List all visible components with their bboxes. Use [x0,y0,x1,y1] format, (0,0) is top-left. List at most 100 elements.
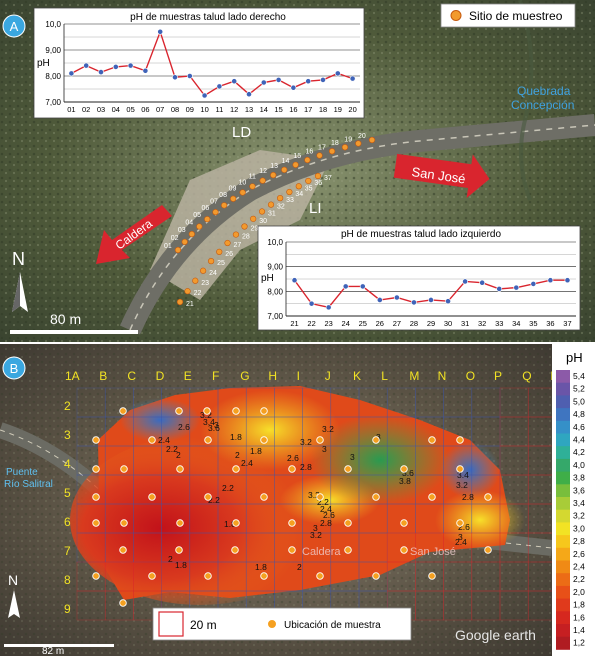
sample-dot [288,519,296,527]
grid-labels: 1ABCDEFGHIJKLMNOPQR23456789 [64,369,559,616]
contour-label: 2.8 [300,462,312,472]
grid-col-label: H [268,369,277,383]
grid-col-label: E [184,369,192,383]
grid-col-label: L [381,369,388,383]
site-label: 10 [238,179,246,186]
heat-yellow-right [435,490,525,550]
heat-red-core [70,435,330,605]
site-marker [204,216,211,223]
site-marker [249,183,256,190]
sample-dot [148,572,156,580]
ytick-label: 10,0 [267,238,283,247]
data-point [275,77,282,83]
data-point [308,300,315,307]
label-san-jose-b: San José [410,546,456,558]
contour-label: 2.2 [166,444,178,454]
site-marker [224,239,231,247]
heat-blue-right [440,442,500,498]
xtick-label: 15 [274,105,282,114]
sample-dot [484,546,492,554]
sample-dot [428,572,436,580]
contour-label: 3 [350,452,355,462]
colorbar-swatch [556,395,570,409]
chart-left-frame [257,225,581,331]
sample-dot [119,599,127,607]
contour-label: 3.4 [457,470,469,480]
ytick-label: 9,00 [45,46,61,55]
sample-dot [92,436,100,444]
contour-label: 3 [322,444,327,454]
sample-dot [204,436,212,444]
data-point [68,70,75,77]
colorbar-swatch [556,484,570,498]
contour-label: 2 [235,450,240,460]
contour-label: 2.2 [317,497,329,507]
colorbar-tick: 4,0 [573,460,585,470]
sample-dot [92,493,100,501]
sample-dot [344,465,352,473]
sample-dot [260,436,268,444]
colorbar-swatch [556,560,570,574]
north-arrow-a-shade [12,272,20,312]
data-point [334,70,341,77]
contour-label: 1.8 [175,560,187,570]
contour-label: 2.2 [222,483,234,493]
chart-right-ylabel: pH [37,58,50,69]
data-point [246,91,252,98]
site-label: 07 [210,198,218,205]
legend-sample-label: Ubicación de muestra [284,620,381,631]
ph-heatmap [70,386,525,605]
contour-label: 2.6 [458,522,470,532]
grid-row-label: 5 [64,486,71,500]
colorbar-tick: 3,0 [573,523,585,533]
excavation-area [150,150,330,300]
scale-label-a: 80 m [50,311,81,327]
site-marker [341,144,349,151]
sample-grid [76,387,557,621]
data-point [342,283,349,290]
sample-dot [204,572,212,580]
chart-right-title: pH de muestras talud lado derecho [130,12,286,23]
site-label: 25 [217,260,225,267]
grid-col-label: N [438,369,447,383]
colorbar-swatch [556,370,570,384]
xtick-label: 33 [495,319,503,328]
contour-label: 2.4 [241,458,253,468]
data-point [349,75,356,82]
sample-dot [400,546,408,554]
site-marker [174,246,182,254]
sample-dot [120,465,128,473]
xtick-label: 19 [334,105,342,114]
ytick-label: 8,00 [267,287,283,296]
site-label: 19 [344,136,352,143]
site-marker [181,238,188,246]
contour-label: 3.2 [310,530,322,540]
xtick-label: 25 [359,319,367,328]
colorbar-swatch [556,471,570,485]
colorbar-tick: 2,8 [573,536,585,546]
xtick-label: 30 [444,319,452,328]
site-label: 36 [314,180,322,187]
label-caldera-b: Caldera [302,546,341,558]
chart-left-plot: 7,00 8,00 9,00 10,0 21 22 23 24 25 26 27 28 29 30 31 32… [267,238,576,328]
colorbar-swatch [556,547,570,561]
grid-col-label: F [212,369,219,383]
sample-dot [372,572,380,580]
xtick-label: 12 [230,105,238,114]
san-jose-arrow: San José [393,153,490,198]
xtick-label: 11 [216,105,224,114]
colorbar-tick: 1,2 [573,638,585,648]
colorbar-tick: 4,6 [573,422,585,432]
colorbar-swatch [556,433,570,447]
contour-label: 3.4 [203,417,215,427]
site-label: 26 [225,251,233,258]
sample-dot [204,493,212,501]
colorbar-tick: 3,4 [573,498,585,508]
chart-left-title: pH de muestras talud lado izquierdo [341,229,502,240]
grid-col-label: P [494,369,502,383]
colorbar: 5,4 5,2 5,0 4,8 4,6 4,4 4,2 4,0 3,8 3,6 3,4 3,2 3,0 2… [556,370,585,650]
colorbar-tick: 4,4 [573,435,585,445]
sample-dot [119,407,127,415]
xtick-label: 21 [290,319,298,328]
